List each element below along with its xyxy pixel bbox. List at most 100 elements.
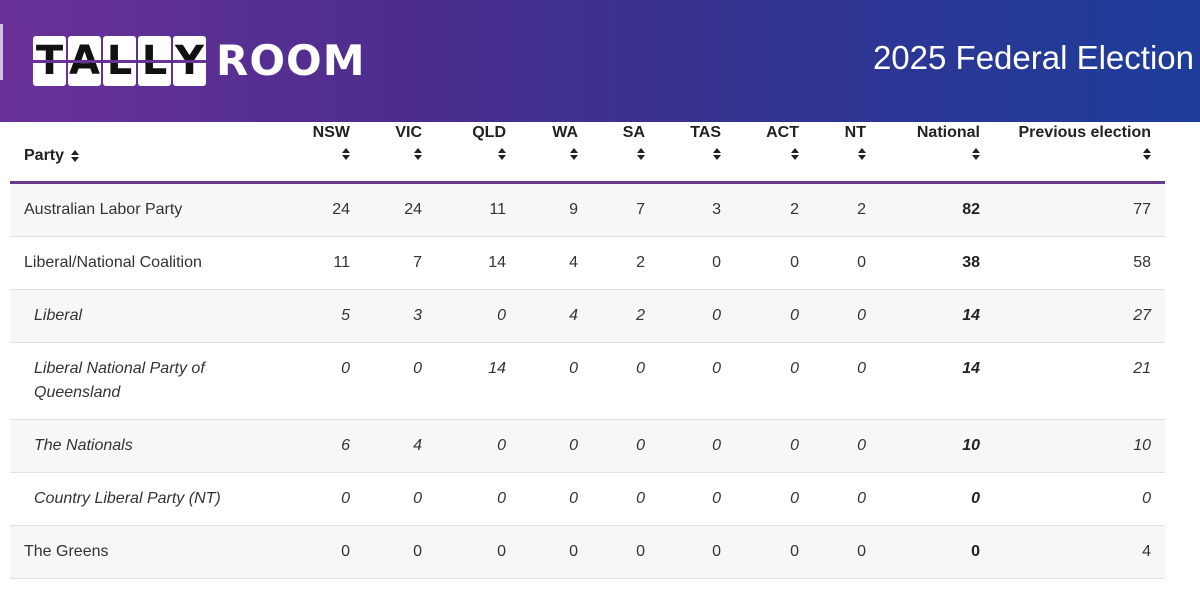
previous-cell: 4 (994, 525, 1165, 579)
vic-cell: 0 (364, 472, 436, 526)
qld-cell: 0 (436, 289, 520, 343)
previous-cell: 58 (994, 236, 1165, 290)
logo-tile: Y (173, 36, 206, 86)
nsw-cell: 0 (280, 525, 364, 579)
sa-cell: 0 (592, 419, 659, 473)
column-header-act[interactable]: ACT (735, 122, 813, 184)
column-header-nsw[interactable]: NSW (280, 122, 364, 184)
qld-cell: 0 (436, 525, 520, 579)
sort-icon[interactable] (1008, 146, 1151, 160)
nt-cell: 0 (813, 236, 880, 290)
tally-room-logo[interactable]: T A L L Y ROOM (33, 33, 366, 89)
vic-cell: 24 (364, 182, 436, 237)
party-name-cell: The Greens (10, 525, 280, 579)
sort-icon[interactable] (673, 146, 721, 160)
sort-icon[interactable] (606, 146, 645, 160)
previous-cell: 27 (994, 289, 1165, 343)
table-row: Australian Labor Party 24 24 11 9 7 3 2 … (10, 182, 1165, 237)
national-cell: 10 (880, 419, 994, 473)
party-name-cell: Country Liberal Party (NT) (10, 472, 280, 526)
vic-cell: 3 (364, 289, 436, 343)
sort-icon[interactable] (71, 148, 80, 163)
previous-cell: 0 (994, 472, 1165, 526)
party-name-cell: Liberal National Party of Queensland (10, 342, 280, 420)
previous-cell: 10 (994, 419, 1165, 473)
qld-cell: 14 (436, 342, 520, 420)
nt-cell: 0 (813, 472, 880, 526)
table-row: Liberal 5 3 0 4 2 0 0 0 14 27 (10, 289, 1165, 343)
national-cell: 0 (880, 525, 994, 579)
column-header-previous[interactable]: Previous election (994, 122, 1165, 184)
column-header-vic[interactable]: VIC (364, 122, 436, 184)
column-header-wa[interactable]: WA (520, 122, 592, 184)
sort-icon[interactable] (749, 146, 799, 160)
wa-cell: 4 (520, 236, 592, 290)
tas-cell: 3 (659, 182, 735, 237)
column-header-label: QLD (472, 124, 506, 141)
act-cell: 2 (735, 182, 813, 237)
banner-divider (0, 24, 3, 80)
column-header-nt[interactable]: NT (813, 122, 880, 184)
sort-icon[interactable] (534, 146, 578, 160)
vic-cell: 7 (364, 236, 436, 290)
qld-cell: 14 (436, 236, 520, 290)
nt-cell: 0 (813, 289, 880, 343)
logo-tile: A (68, 36, 101, 86)
sa-cell: 2 (592, 289, 659, 343)
sa-cell: 7 (592, 182, 659, 237)
sort-icon[interactable] (294, 146, 350, 160)
sa-cell: 0 (592, 472, 659, 526)
qld-cell: 0 (436, 472, 520, 526)
tas-cell: 0 (659, 472, 735, 526)
act-cell: 0 (735, 342, 813, 420)
vic-cell: 4 (364, 419, 436, 473)
national-cell: 38 (880, 236, 994, 290)
logo-tile: T (33, 36, 66, 86)
previous-cell: 77 (994, 182, 1165, 237)
column-header-national[interactable]: National (880, 122, 994, 184)
nsw-cell: 11 (280, 236, 364, 290)
column-header-label: TAS (690, 124, 721, 141)
column-header-label: ACT (766, 124, 799, 141)
logo-tile: L (138, 36, 171, 86)
column-header-label: NT (844, 124, 866, 141)
column-header-tas[interactable]: TAS (659, 122, 735, 184)
column-header-label: VIC (395, 124, 422, 141)
act-cell: 0 (735, 289, 813, 343)
qld-cell: 0 (436, 419, 520, 473)
nsw-cell: 5 (280, 289, 364, 343)
wa-cell: 9 (520, 182, 592, 237)
column-header-party[interactable]: Party (10, 122, 280, 184)
act-cell: 0 (735, 236, 813, 290)
table-row: Country Liberal Party (NT) 0 0 0 0 0 0 0… (10, 472, 1165, 526)
nsw-cell: 0 (280, 342, 364, 420)
sort-icon[interactable] (894, 146, 980, 160)
nsw-cell: 6 (280, 419, 364, 473)
sa-cell: 0 (592, 342, 659, 420)
sort-icon[interactable] (450, 146, 506, 160)
wa-cell: 0 (520, 342, 592, 420)
national-cell: 14 (880, 342, 994, 420)
column-header-label: Previous election (1018, 124, 1152, 141)
column-header-sa[interactable]: SA (592, 122, 659, 184)
party-name-cell: Australian Labor Party (10, 182, 280, 237)
wa-cell: 0 (520, 525, 592, 579)
page-title: 2025 Federal Election (872, 39, 1194, 76)
wa-cell: 0 (520, 472, 592, 526)
national-cell: 0 (880, 472, 994, 526)
column-header-qld[interactable]: QLD (436, 122, 520, 184)
national-cell: 82 (880, 182, 994, 237)
vic-cell: 0 (364, 342, 436, 420)
nsw-cell: 0 (280, 472, 364, 526)
sort-icon[interactable] (378, 146, 422, 160)
sa-cell: 0 (592, 525, 659, 579)
wa-cell: 4 (520, 289, 592, 343)
act-cell: 0 (735, 472, 813, 526)
nt-cell: 2 (813, 182, 880, 237)
sort-icon[interactable] (827, 146, 866, 160)
column-header-label: NSW (312, 124, 350, 141)
tas-cell: 0 (659, 525, 735, 579)
tas-cell: 0 (659, 342, 735, 420)
table-row: Liberal/National Coalition 11 7 14 4 2 0… (10, 236, 1165, 290)
sa-cell: 2 (592, 236, 659, 290)
